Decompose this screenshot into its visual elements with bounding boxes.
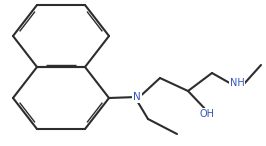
Text: OH: OH	[200, 109, 214, 119]
Text: N: N	[133, 92, 141, 102]
Text: NH: NH	[230, 78, 244, 88]
